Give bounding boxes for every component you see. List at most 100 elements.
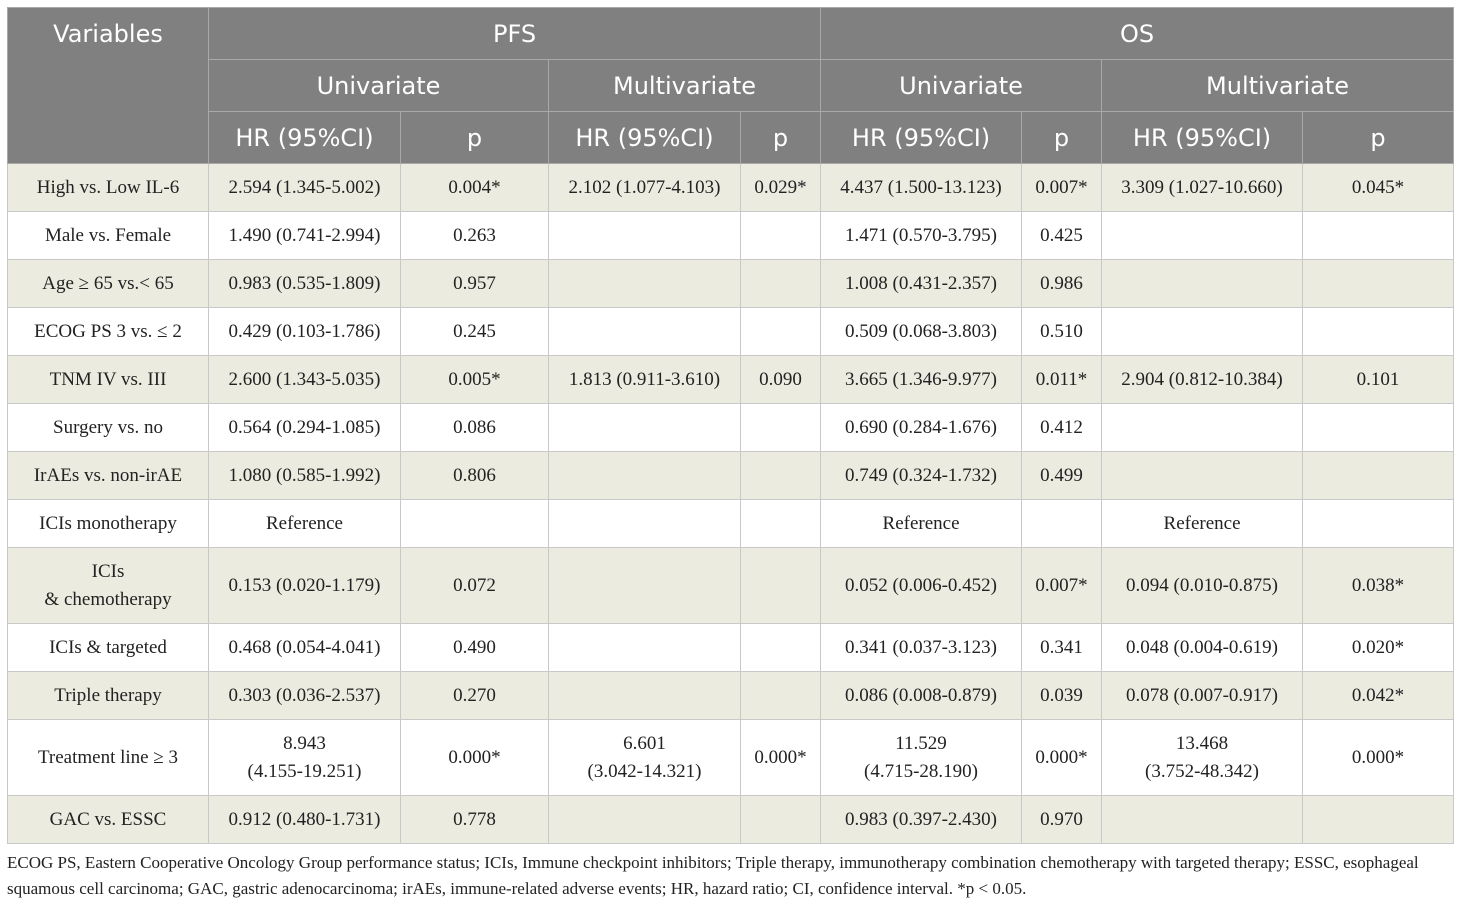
cell-variable: ICIs monotherapy bbox=[7, 499, 209, 548]
cell-os-multi-hr: 13.468 (3.752-48.342) bbox=[1101, 719, 1304, 796]
cell-pfs-uni-hr: 1.080 (0.585-1.992) bbox=[208, 451, 401, 500]
cell-os-uni-hr: 0.052 (0.006-0.452) bbox=[820, 547, 1023, 624]
cell-pfs-uni-hr: 0.429 (0.103-1.786) bbox=[208, 307, 401, 356]
cell-os-uni-p: 0.007* bbox=[1021, 547, 1103, 624]
cell-pfs-multi-p bbox=[739, 403, 822, 452]
cell-pfs-multi-p bbox=[739, 499, 822, 548]
cell-os-uni-hr: 11.529 (4.715-28.190) bbox=[820, 719, 1023, 796]
cell-os-uni-hr: 1.008 (0.431-2.357) bbox=[820, 259, 1023, 308]
table-row: GAC vs. ESSC 0.912 (0.480-1.731) 0.778 0.98… bbox=[7, 795, 1455, 844]
cell-os-multi-p bbox=[1302, 795, 1455, 844]
cell-os-multi-p bbox=[1302, 499, 1455, 548]
pfs-multivariate-header: Multivariate bbox=[547, 59, 822, 112]
cell-pfs-multi-p bbox=[739, 795, 822, 844]
cell-variable: GAC vs. ESSC bbox=[7, 795, 209, 844]
cell-pfs-uni-hr: 8.943 (4.155-19.251) bbox=[208, 719, 401, 796]
cell-pfs-uni-hr: Reference bbox=[208, 499, 401, 548]
cell-pfs-multi-hr bbox=[548, 795, 741, 844]
os-uni-p-header: p bbox=[1021, 111, 1103, 164]
cell-os-multi-p bbox=[1302, 307, 1455, 356]
table-row: Treatment line ≥ 3 8.943 (4.155-19.251) 0.0… bbox=[7, 719, 1455, 796]
cell-pfs-uni-p: 0.004* bbox=[400, 163, 549, 212]
cell-pfs-uni-p: 0.263 bbox=[400, 211, 549, 260]
cell-pfs-uni-p: 0.086 bbox=[400, 403, 549, 452]
cell-pfs-multi-hr: 1.813 (0.911-3.610) bbox=[548, 355, 741, 404]
cell-os-multi-p: 0.101 bbox=[1302, 355, 1455, 404]
cell-pfs-multi-hr: 2.102 (1.077-4.103) bbox=[548, 163, 741, 212]
cell-os-uni-hr: 0.341 (0.037-3.123) bbox=[820, 623, 1023, 672]
cell-pfs-uni-p: 0.806 bbox=[400, 451, 549, 500]
cell-os-multi-hr: 0.078 (0.007-0.917) bbox=[1101, 671, 1304, 720]
cell-os-uni-p bbox=[1021, 499, 1103, 548]
cell-pfs-uni-hr: 1.490 (0.741-2.994) bbox=[208, 211, 401, 260]
cell-pfs-multi-hr bbox=[548, 307, 741, 356]
cell-variable: Triple therapy bbox=[7, 671, 209, 720]
cell-pfs-multi-p bbox=[739, 307, 822, 356]
cell-os-multi-hr: 3.309 (1.027-10.660) bbox=[1101, 163, 1304, 212]
cell-os-multi-p: 0.042* bbox=[1302, 671, 1455, 720]
table-row: TNM IV vs. III 2.600 (1.343-5.035) 0.005* 1… bbox=[7, 355, 1455, 404]
cell-pfs-uni-hr: 0.303 (0.036-2.537) bbox=[208, 671, 401, 720]
cell-variable: TNM IV vs. III bbox=[7, 355, 209, 404]
cell-os-multi-hr bbox=[1101, 307, 1304, 356]
cell-os-multi-p: 0.000* bbox=[1302, 719, 1455, 796]
cell-os-uni-p: 0.412 bbox=[1021, 403, 1103, 452]
pfs-header: PFS bbox=[207, 7, 822, 60]
cell-os-multi-p bbox=[1302, 211, 1455, 260]
cell-pfs-uni-hr: 0.564 (0.294-1.085) bbox=[208, 403, 401, 452]
cell-pfs-multi-hr bbox=[548, 211, 741, 260]
cell-pfs-uni-hr: 2.594 (1.345-5.002) bbox=[208, 163, 401, 212]
cell-os-uni-p: 0.039 bbox=[1021, 671, 1103, 720]
cell-pfs-multi-hr bbox=[548, 547, 741, 624]
table-row: ICIs & targeted 0.468 (0.054-4.041) 0.490 0… bbox=[7, 623, 1455, 672]
cell-pfs-uni-p: 0.000* bbox=[400, 719, 549, 796]
cell-os-multi-hr bbox=[1101, 403, 1304, 452]
table-row: ICIs & chemotherapy 0.153 (0.020-1.179) 0.0… bbox=[7, 547, 1455, 624]
pfs-multi-hr-header: HR (95%CI) bbox=[548, 111, 741, 164]
cell-os-multi-p bbox=[1302, 259, 1455, 308]
os-multivariate-header: Multivariate bbox=[1101, 59, 1455, 112]
cell-variable: Treatment line ≥ 3 bbox=[7, 719, 209, 796]
cell-os-uni-hr: 0.086 (0.008-0.879) bbox=[820, 671, 1023, 720]
cell-pfs-multi-p bbox=[739, 259, 822, 308]
cell-pfs-multi-hr bbox=[548, 671, 741, 720]
pfs-uni-hr-header: HR (95%CI) bbox=[208, 111, 401, 164]
cell-os-uni-hr: Reference bbox=[820, 499, 1023, 548]
table-row: IrAEs vs. non-irAE 1.080 (0.585-1.992) 0.8… bbox=[7, 451, 1455, 500]
cell-pfs-multi-p bbox=[739, 671, 822, 720]
table-row: Male vs. Female 1.490 (0.741-2.994) 0.263 1… bbox=[7, 211, 1455, 260]
cell-variable: ICIs & targeted bbox=[7, 623, 209, 672]
cell-os-uni-p: 0.000* bbox=[1021, 719, 1103, 796]
cell-os-multi-p bbox=[1302, 451, 1455, 500]
cell-pfs-multi-p bbox=[739, 451, 822, 500]
cell-os-uni-hr: 3.665 (1.346-9.977) bbox=[820, 355, 1023, 404]
table-row: ICIs monotherapy Reference Reference Refere… bbox=[7, 499, 1455, 548]
cell-os-uni-hr: 1.471 (0.570-3.795) bbox=[820, 211, 1023, 260]
cell-variable: ICIs & chemotherapy bbox=[7, 547, 209, 624]
cell-variable: ECOG PS 3 vs. ≤ 2 bbox=[7, 307, 209, 356]
cell-pfs-multi-p bbox=[739, 623, 822, 672]
cell-pfs-multi-hr bbox=[548, 623, 741, 672]
cell-os-uni-p: 0.499 bbox=[1021, 451, 1103, 500]
cell-pfs-uni-p: 0.490 bbox=[400, 623, 549, 672]
cell-os-uni-p: 0.425 bbox=[1021, 211, 1103, 260]
cell-os-multi-hr: Reference bbox=[1101, 499, 1304, 548]
cell-variable: Male vs. Female bbox=[7, 211, 209, 260]
cell-pfs-multi-p: 0.090 bbox=[739, 355, 822, 404]
cell-os-uni-hr: 0.983 (0.397-2.430) bbox=[820, 795, 1023, 844]
cell-variable: Surgery vs. no bbox=[7, 403, 209, 452]
table-footnote: ECOG PS, Eastern Cooperative Oncology Gr… bbox=[7, 853, 1419, 898]
cell-pfs-uni-p: 0.072 bbox=[400, 547, 549, 624]
cell-os-uni-p: 0.510 bbox=[1021, 307, 1103, 356]
pfs-uni-p-header: p bbox=[400, 111, 549, 164]
os-uni-hr-header: HR (95%CI) bbox=[820, 111, 1023, 164]
cell-pfs-multi-hr bbox=[548, 451, 741, 500]
cell-os-multi-hr bbox=[1101, 259, 1304, 308]
cell-pfs-multi-hr bbox=[548, 259, 741, 308]
cell-pfs-uni-hr: 0.153 (0.020-1.179) bbox=[208, 547, 401, 624]
cell-os-uni-p: 0.341 bbox=[1021, 623, 1103, 672]
cell-pfs-uni-hr: 2.600 (1.343-5.035) bbox=[208, 355, 401, 404]
cell-pfs-multi-p bbox=[739, 211, 822, 260]
cell-variable: IrAEs vs. non-irAE bbox=[7, 451, 209, 500]
pfs-univariate-header: Univariate bbox=[208, 59, 549, 112]
